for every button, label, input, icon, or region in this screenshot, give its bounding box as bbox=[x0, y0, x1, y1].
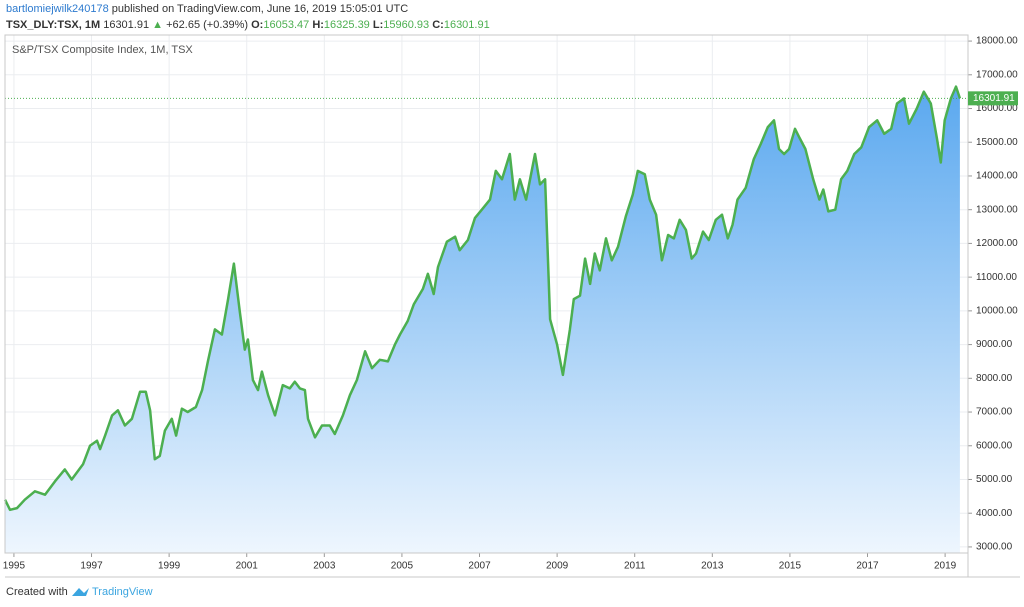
x-tick-label: 2019 bbox=[934, 561, 957, 572]
y-tick-label: 10000.00 bbox=[976, 306, 1018, 317]
ohlc-line: TSX_DLY:TSX, 1M 16301.91 ▲ +62.65 (+0.39… bbox=[6, 19, 490, 31]
x-tick-label: 2015 bbox=[779, 561, 802, 572]
y-tick-label: 15000.00 bbox=[976, 137, 1018, 148]
x-tick-label: 1995 bbox=[3, 561, 26, 572]
y-tick-label: 16000.00 bbox=[976, 103, 1018, 114]
x-tick-label: 2011 bbox=[624, 561, 646, 572]
open-label: O: bbox=[251, 19, 263, 31]
published: published on TradingView.com, June 16, 2… bbox=[112, 3, 408, 15]
x-tick-label: 2001 bbox=[236, 561, 259, 572]
symbol: TSX_DLY:TSX, 1M bbox=[6, 19, 100, 31]
low-label: L: bbox=[373, 19, 383, 31]
y-tick-label: 18000.00 bbox=[976, 36, 1018, 47]
y-tick-label: 13000.00 bbox=[976, 204, 1018, 215]
last: 16301.91 bbox=[103, 19, 149, 31]
high-label: H: bbox=[312, 19, 324, 31]
y-tick-label: 3000.00 bbox=[976, 542, 1013, 553]
price-label: 16301.91 bbox=[973, 93, 1015, 104]
high: 16325.39 bbox=[324, 19, 370, 31]
change: +62.65 (+0.39%) bbox=[166, 19, 248, 31]
footer-created: Created with bbox=[6, 586, 68, 598]
author[interactable]: bartlomiejwilk240178 bbox=[6, 3, 109, 15]
y-tick-label: 5000.00 bbox=[976, 474, 1013, 485]
price-box bbox=[968, 91, 1018, 106]
chart-title: S&P/TSX Composite Index, 1M, TSX bbox=[12, 44, 193, 56]
y-tick-label: 11000.00 bbox=[976, 272, 1017, 283]
y-tick-label: 4000.00 bbox=[976, 508, 1013, 519]
y-tick-label: 6000.00 bbox=[976, 440, 1013, 451]
y-tick-label: 12000.00 bbox=[976, 238, 1018, 249]
brand-logo bbox=[72, 588, 89, 596]
line bbox=[3, 85, 962, 512]
x-tick-label: 2009 bbox=[546, 561, 569, 572]
x-tick-label: 1999 bbox=[158, 561, 181, 572]
y-tick-label: 8000.00 bbox=[976, 373, 1013, 384]
open: 16053.47 bbox=[263, 19, 309, 31]
y-tick-label: 17000.00 bbox=[976, 69, 1018, 80]
close-label: C: bbox=[432, 19, 444, 31]
y-tick-label: 7000.00 bbox=[976, 407, 1013, 418]
x-tick-label: 1997 bbox=[80, 561, 103, 572]
header-line: bartlomiejwilk240178 published on Tradin… bbox=[6, 3, 408, 15]
arrow: ▲ bbox=[152, 19, 163, 31]
low: 15960.93 bbox=[383, 19, 429, 31]
footer-brand[interactable]: TradingView bbox=[92, 586, 153, 598]
x-tick-label: 2007 bbox=[468, 561, 491, 572]
x-tick-label: 2005 bbox=[391, 561, 414, 572]
plot bbox=[3, 35, 972, 557]
x-tick-label: 2017 bbox=[856, 561, 879, 572]
area bbox=[5, 86, 960, 553]
y-tick-label: 9000.00 bbox=[976, 339, 1013, 350]
x-tick-label: 2013 bbox=[701, 561, 724, 572]
y-tick-label: 14000.00 bbox=[976, 171, 1018, 182]
close: 16301.91 bbox=[444, 19, 490, 31]
x-tick-label: 2003 bbox=[313, 561, 336, 572]
